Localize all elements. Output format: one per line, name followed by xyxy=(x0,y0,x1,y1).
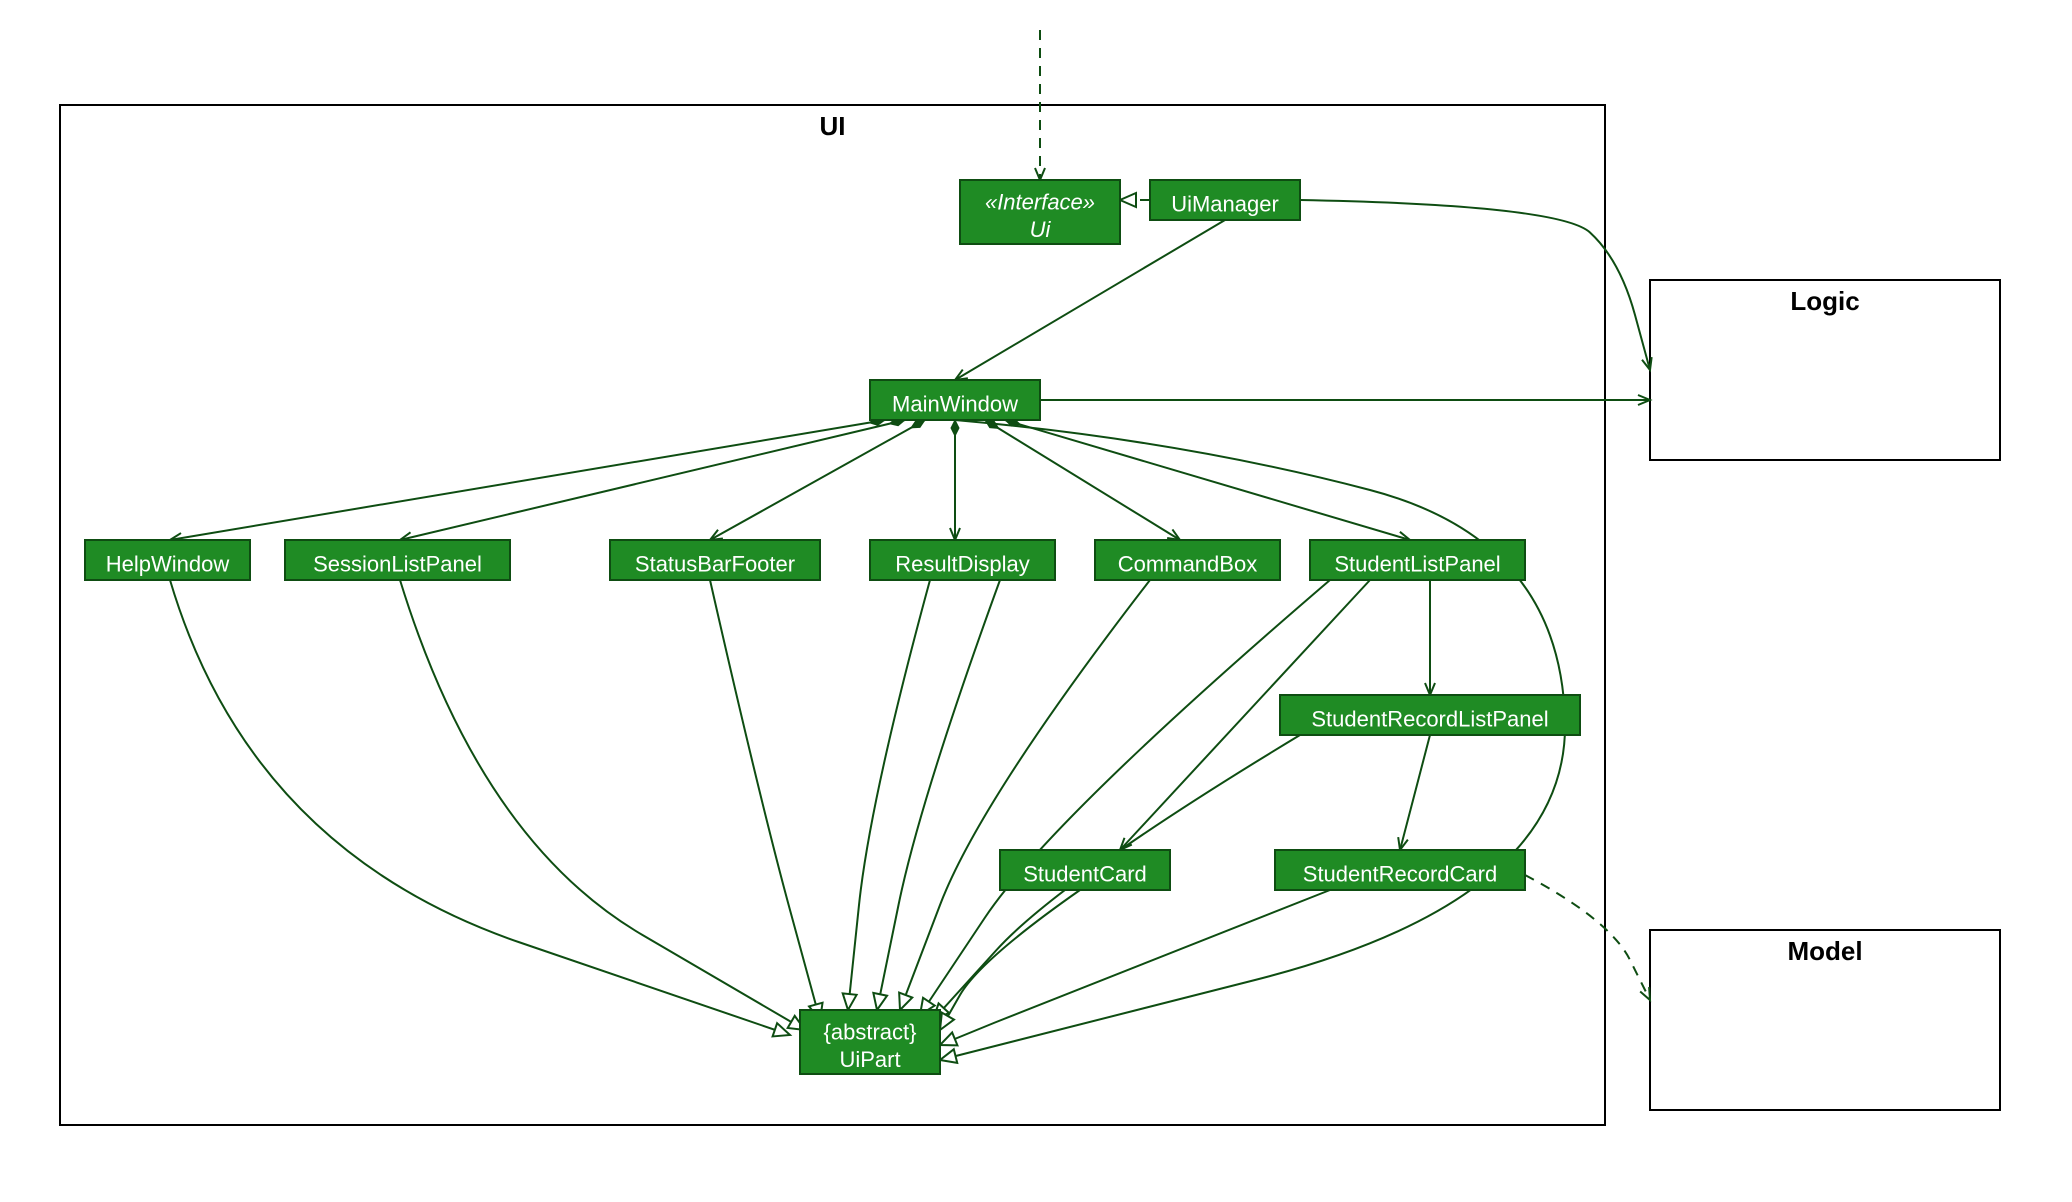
package-pkg-logic: Logic xyxy=(1650,280,2000,460)
node-resultdisplay: ResultDisplay xyxy=(870,540,1055,580)
node-label: UiManager xyxy=(1171,191,1279,216)
node-label: Ui xyxy=(1030,217,1052,242)
node-studentcard: StudentCard xyxy=(1000,850,1170,890)
node-label: «Interface» xyxy=(985,190,1095,215)
node-uimanager: UiManager xyxy=(1150,180,1300,220)
svg-text:UI: UI xyxy=(820,111,846,141)
node-label: StudentRecordCard xyxy=(1303,861,1497,886)
node-label: StudentCard xyxy=(1023,861,1147,886)
uml-diagram: UI Logic Model «Interface»Ui UiManager MainWi… xyxy=(0,0,2072,1202)
node-label: ResultDisplay xyxy=(895,551,1030,576)
svg-text:Logic: Logic xyxy=(1790,286,1859,316)
node-label: StudentListPanel xyxy=(1334,551,1500,576)
node-studentreclist: StudentRecordListPanel xyxy=(1280,695,1580,735)
node-label: CommandBox xyxy=(1118,551,1257,576)
node-label: StudentRecordListPanel xyxy=(1311,706,1548,731)
node-uipart: {abstract}UiPart xyxy=(800,1010,940,1074)
node-studentlist: StudentListPanel xyxy=(1310,540,1525,580)
node-label: UiPart xyxy=(839,1047,900,1072)
node-helpwindow: HelpWindow xyxy=(85,540,250,580)
node-ui-interface: «Interface»Ui xyxy=(960,180,1120,244)
node-studentreccard: StudentRecordCard xyxy=(1275,850,1525,890)
package-pkg-model: Model xyxy=(1650,930,2000,1110)
node-mainwindow: MainWindow xyxy=(870,380,1040,420)
node-label: SessionListPanel xyxy=(313,551,482,576)
svg-text:Model: Model xyxy=(1787,936,1862,966)
node-commandbox: CommandBox xyxy=(1095,540,1280,580)
node-label: HelpWindow xyxy=(106,551,230,576)
node-label: MainWindow xyxy=(892,391,1018,416)
node-statusbar: StatusBarFooter xyxy=(610,540,820,580)
node-label: StatusBarFooter xyxy=(635,551,795,576)
package-pkg-ui: UI xyxy=(60,105,1605,1125)
node-label: {abstract} xyxy=(824,1020,917,1045)
node-sessionlist: SessionListPanel xyxy=(285,540,510,580)
